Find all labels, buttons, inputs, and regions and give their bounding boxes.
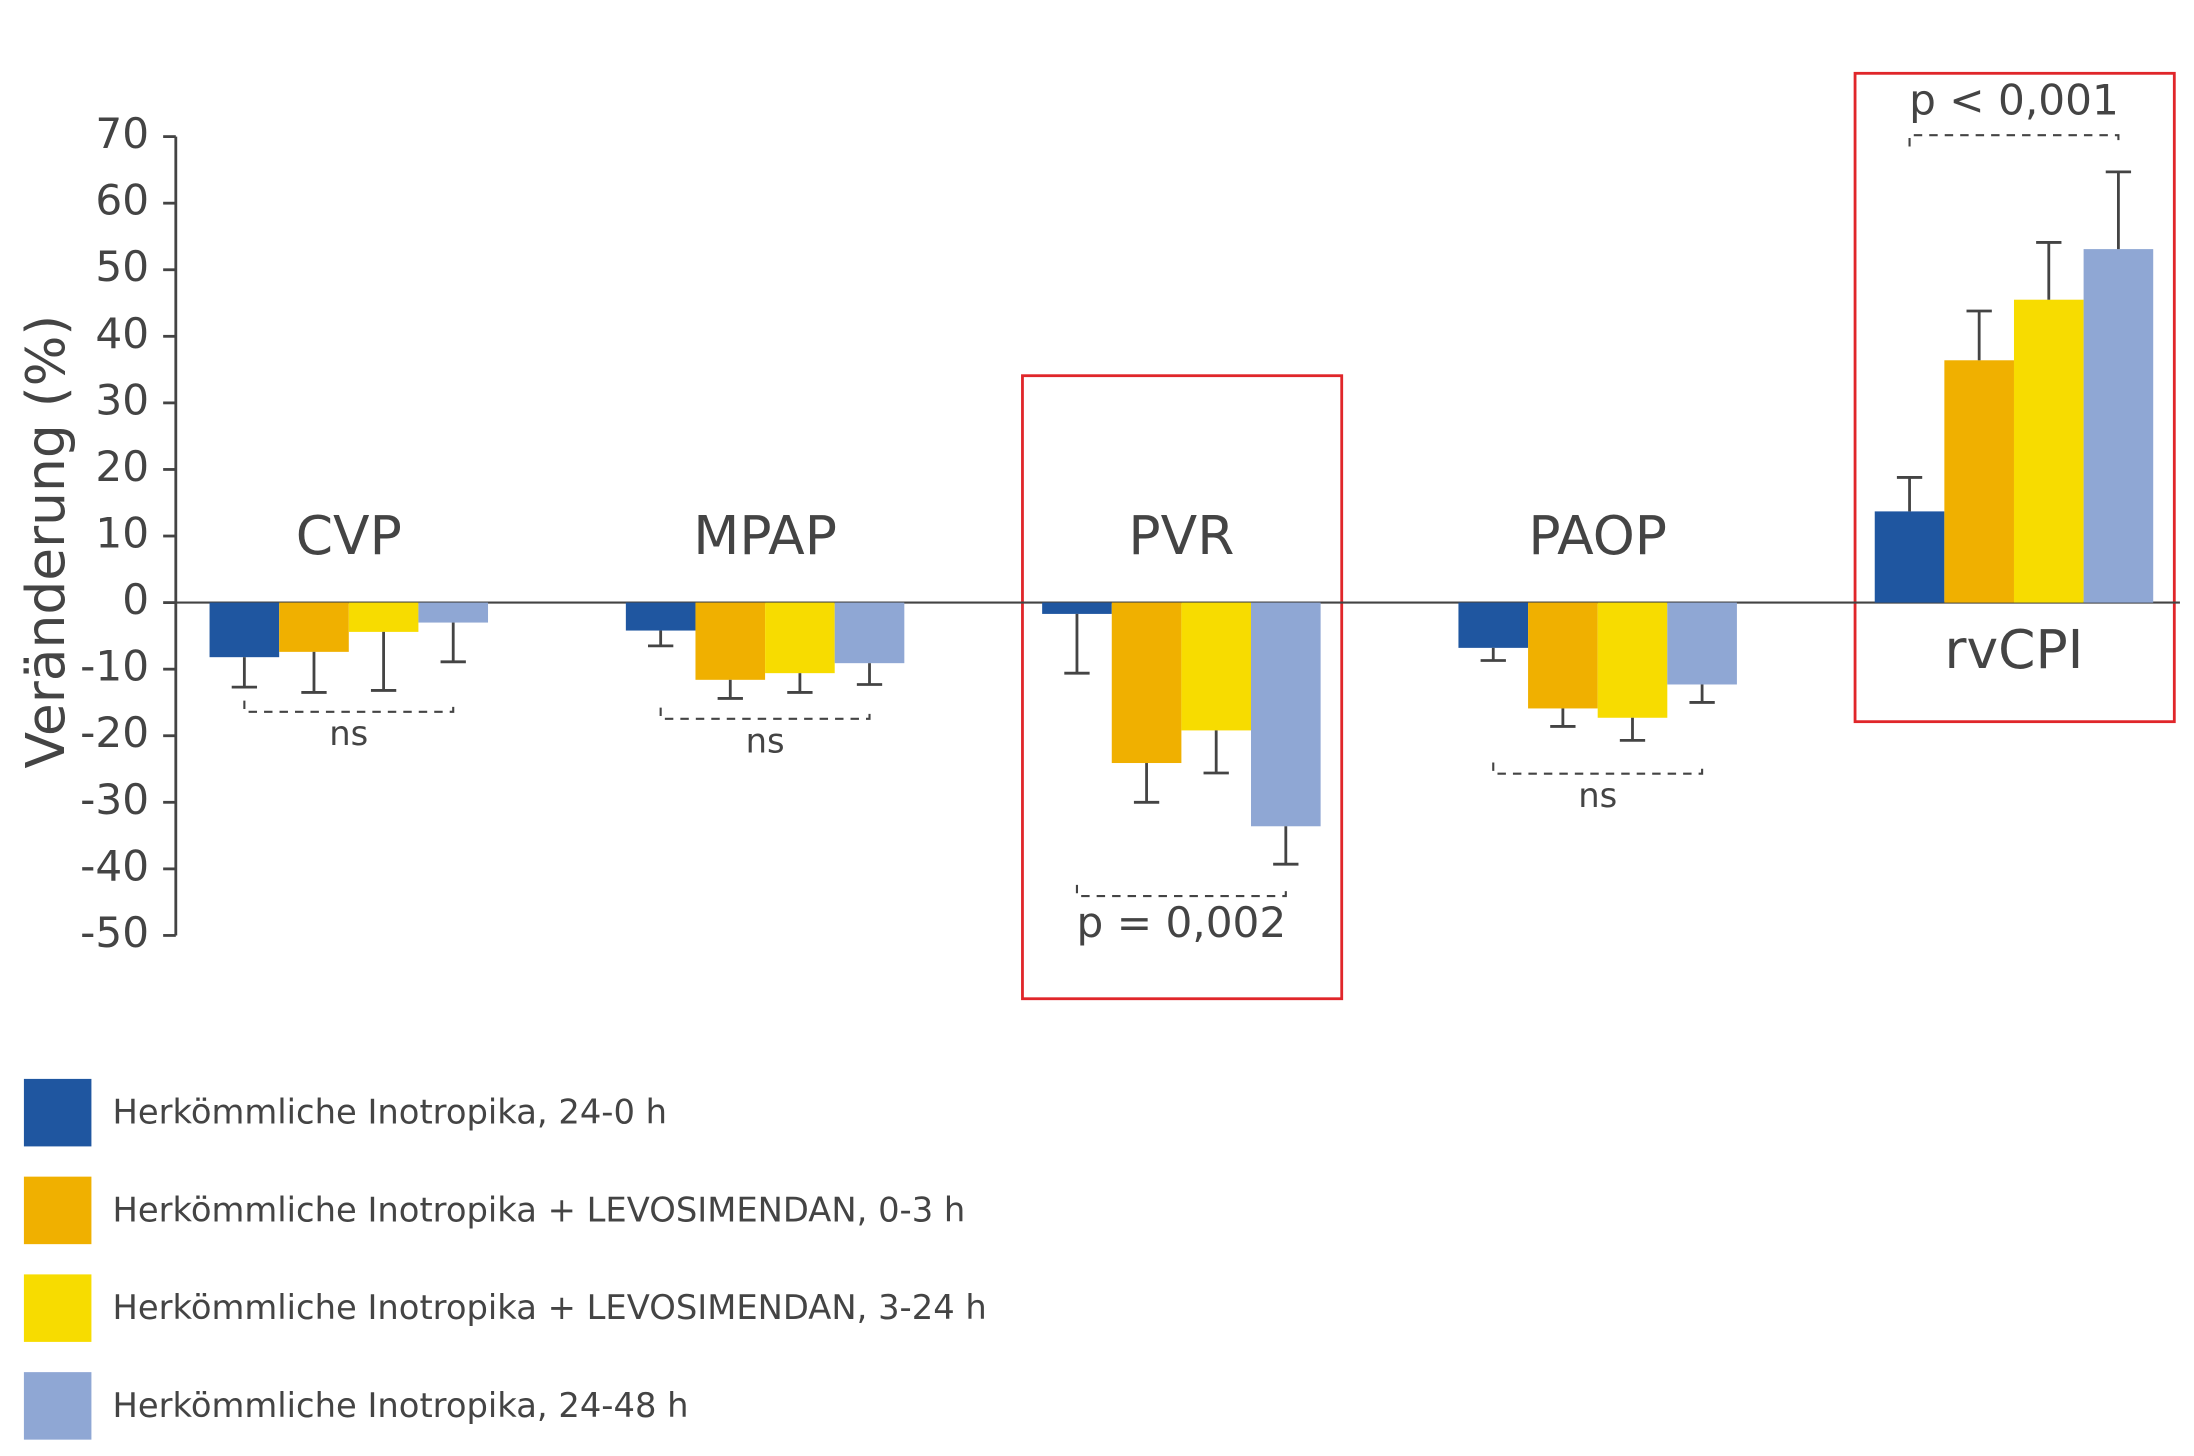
y-tick-label: 50 — [95, 242, 149, 291]
highlight-box — [1021, 374, 1344, 1001]
bar — [1111, 602, 1182, 764]
category-label: CVP — [296, 504, 402, 567]
legend-swatch — [23, 1274, 92, 1342]
significance-label: p = 0,002 — [1077, 898, 1287, 947]
bar — [1251, 602, 1321, 827]
y-tick-label: -20 — [80, 708, 149, 757]
y-tick-label: 70 — [95, 109, 149, 158]
bar — [1874, 511, 1945, 603]
significance-label: ns — [1578, 776, 1617, 815]
legend-swatch — [23, 1078, 92, 1147]
y-tick-label: -40 — [80, 841, 149, 890]
bar — [1944, 360, 2014, 603]
legend-label: Herkömmliche Inotropika + LEVOSIMENDAN, … — [113, 1190, 966, 1229]
legend-label: Herkömmliche Inotropika + LEVOSIMENDAN, … — [113, 1288, 987, 1327]
bar — [625, 602, 696, 631]
legend-swatch — [23, 1176, 92, 1245]
category-label: PAOP — [1528, 504, 1667, 567]
y-tick-label: 40 — [95, 309, 149, 358]
y-tick-label: -10 — [80, 642, 149, 691]
legend-swatch — [23, 1372, 92, 1440]
y-tick-label: 30 — [95, 375, 149, 424]
bar — [695, 602, 766, 680]
bar — [418, 602, 489, 623]
category-label: rvCPI — [1945, 618, 2084, 681]
bar — [2013, 299, 2084, 603]
bar — [348, 602, 419, 632]
y-tick-label: -50 — [80, 908, 149, 957]
legend-label: Herkömmliche Inotropika, 24-0 h — [113, 1093, 668, 1132]
y-tick-label: -30 — [80, 775, 149, 824]
y-axis-label: Veränderung (%) — [14, 315, 77, 769]
significance-bracket — [243, 700, 455, 713]
bar — [834, 602, 905, 664]
significance-label: ns — [329, 714, 368, 753]
bar — [1458, 602, 1529, 648]
bar — [1667, 602, 1737, 685]
significance-label: ns — [746, 721, 785, 760]
y-tick-label: 0 — [122, 575, 149, 624]
significance-label: p < 0,001 — [1909, 75, 2119, 124]
bar — [279, 602, 349, 652]
y-tick-label: 60 — [95, 176, 149, 225]
y-tick-label: 10 — [95, 509, 149, 558]
y-tick-label: 20 — [95, 442, 149, 491]
bar — [1042, 602, 1112, 614]
highlight-box — [1853, 71, 2176, 724]
bar — [765, 602, 835, 674]
bar — [1597, 602, 1668, 718]
significance-bracket — [1075, 884, 1287, 898]
significance-bracket — [1908, 134, 2120, 147]
bar — [2083, 249, 2154, 603]
category-label: MPAP — [693, 504, 837, 567]
significance-bracket — [659, 707, 871, 720]
bar — [1181, 602, 1252, 731]
bar — [209, 602, 280, 658]
legend-label: Herkömmliche Inotropika, 24-48 h — [113, 1386, 689, 1425]
category-label: PVR — [1128, 504, 1234, 567]
significance-bracket — [1492, 762, 1704, 775]
bar — [1528, 602, 1598, 709]
